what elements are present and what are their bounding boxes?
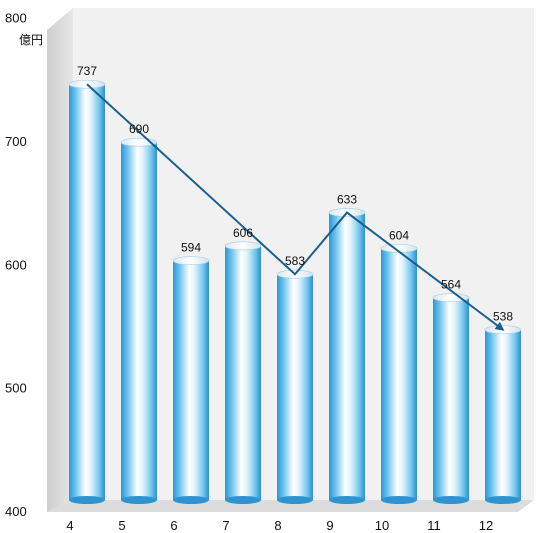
x-tick-label-4: 4 (66, 518, 73, 533)
bar-body (225, 245, 261, 500)
bar-body (381, 248, 417, 500)
y-unit-label: 億円 (19, 33, 43, 47)
data-label-4: 737 (77, 64, 97, 78)
value-labels-layer: 737 690 594 606 583 633 604 564 538 (77, 64, 513, 324)
x-tick-label-5: 5 (118, 518, 125, 533)
axes-layer: 400 500 600 700 800 4 5 6 7 8 9 10 11 12 (5, 11, 493, 533)
bar-base (329, 496, 365, 504)
bar-cap (224, 241, 262, 251)
y-tick-label-400: 400 (5, 504, 27, 519)
y-unit-label-group: 億円 (19, 33, 43, 47)
bar-base (381, 496, 417, 504)
trend-line (86, 83, 505, 331)
bar-6 (172, 256, 210, 504)
bar-body (173, 260, 209, 500)
x-tick-label-10: 10 (375, 518, 389, 533)
bar-cap (172, 256, 210, 265)
bar-body (121, 142, 157, 501)
data-label-11: 564 (441, 278, 461, 292)
side-wall (47, 8, 73, 512)
bar-body (433, 297, 469, 500)
bar-base (121, 496, 157, 504)
x-tick-label-9: 9 (326, 518, 333, 533)
bar-body (329, 212, 365, 500)
bar-4 (68, 79, 106, 504)
bar-base (485, 496, 521, 504)
trend-layer (86, 83, 505, 331)
bar-7 (224, 241, 262, 504)
data-label-8: 583 (285, 254, 305, 268)
data-label-6: 594 (181, 241, 201, 255)
x-tick-label-12: 12 (479, 518, 493, 533)
bar-base (225, 496, 261, 504)
bar-body (69, 84, 105, 500)
x-tick-label-11: 11 (427, 518, 441, 533)
y-tick-label-600: 600 (5, 257, 27, 272)
bar-12 (484, 325, 522, 504)
data-label-7: 606 (233, 226, 253, 240)
data-label-9: 633 (337, 193, 357, 207)
data-label-5: 690 (129, 122, 149, 136)
bar-base (433, 496, 469, 504)
bar-base (277, 496, 313, 504)
x-tick-label-8: 8 (274, 518, 281, 533)
x-tick-label-7: 7 (222, 518, 229, 533)
bar-base (69, 496, 105, 504)
bar-cap (432, 293, 470, 302)
bar-5 (120, 137, 158, 504)
bar-10 (380, 244, 418, 504)
y-tick-label-500: 500 (5, 381, 27, 396)
x-tick-label-6: 6 (170, 518, 177, 533)
y-tick-label-800: 800 (5, 11, 27, 26)
bars-layer (68, 79, 522, 504)
bar-base (173, 496, 209, 504)
bar-11 (432, 293, 470, 504)
y-tick-label-700: 700 (5, 134, 27, 149)
bar-body (485, 329, 521, 500)
bar-8 (276, 269, 314, 504)
floor (47, 500, 534, 512)
data-label-10: 604 (389, 228, 409, 242)
data-label-12: 538 (493, 310, 513, 324)
bar-9 (328, 208, 366, 504)
bar-body (277, 274, 313, 500)
